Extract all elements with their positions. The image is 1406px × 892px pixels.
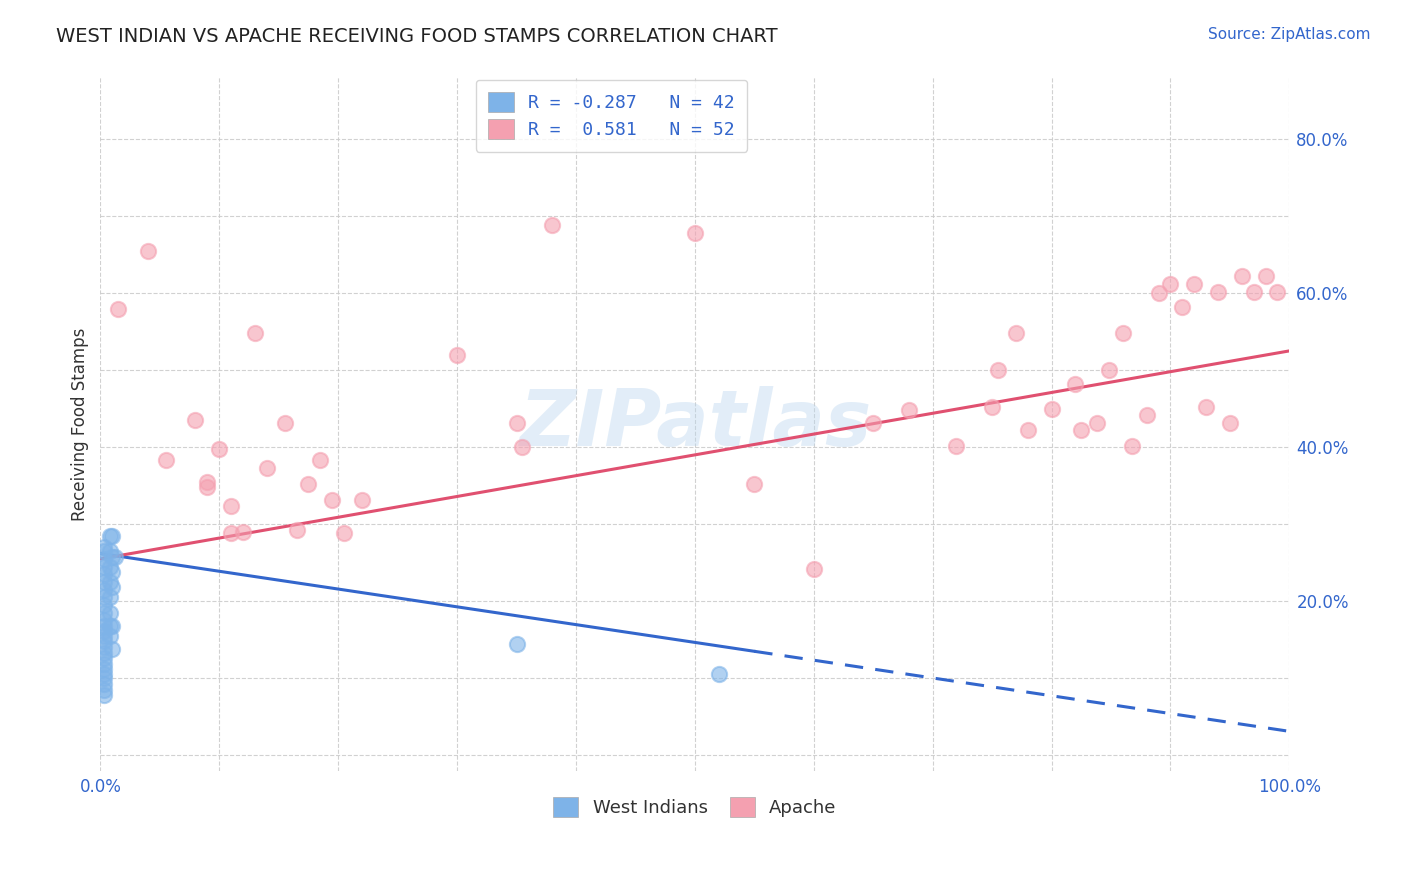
Point: [505, 416, 527, 430]
Point: [93, 677, 115, 691]
Point: [1219, 416, 1241, 430]
Point: [446, 348, 468, 362]
Point: [1182, 277, 1205, 291]
Point: [1098, 363, 1121, 377]
Point: [93, 671, 115, 685]
Point: [98, 544, 121, 558]
Point: [98, 591, 121, 605]
Point: [93, 544, 115, 558]
Point: [256, 461, 278, 475]
Point: [1136, 408, 1159, 422]
Point: [1070, 423, 1092, 437]
Point: [93, 640, 115, 655]
Point: [93, 619, 115, 633]
Point: [107, 301, 129, 316]
Point: [285, 524, 308, 538]
Point: [219, 526, 242, 541]
Point: [93, 574, 115, 589]
Point: [93, 541, 115, 555]
Point: [1147, 286, 1170, 301]
Point: [683, 226, 706, 240]
Point: [897, 403, 920, 417]
Point: [93, 634, 115, 648]
Point: [104, 549, 127, 564]
Point: [93, 646, 115, 660]
Point: [93, 559, 115, 574]
Point: [101, 580, 124, 594]
Point: [98, 619, 121, 633]
Point: [232, 524, 254, 539]
Point: [1159, 277, 1181, 291]
Y-axis label: Receiving Food Stamps: Receiving Food Stamps: [72, 327, 89, 521]
Point: [93, 624, 115, 638]
Point: [707, 667, 730, 681]
Point: [93, 662, 115, 676]
Point: [195, 475, 218, 489]
Point: [321, 492, 343, 507]
Point: [1121, 439, 1143, 453]
Point: [803, 562, 825, 576]
Point: [350, 492, 373, 507]
Point: [93, 591, 115, 605]
Point: [1017, 423, 1039, 437]
Point: [98, 559, 121, 574]
Point: [93, 552, 115, 566]
Point: [101, 529, 124, 543]
Point: [93, 629, 115, 643]
Point: [505, 637, 527, 651]
Point: [243, 326, 266, 341]
Point: [93, 682, 115, 697]
Point: [1195, 400, 1218, 414]
Point: [101, 642, 124, 657]
Point: [93, 567, 115, 582]
Point: [93, 582, 115, 597]
Point: [208, 442, 231, 456]
Point: [93, 598, 115, 612]
Point: [981, 400, 1004, 414]
Text: WEST INDIAN VS APACHE RECEIVING FOOD STAMPS CORRELATION CHART: WEST INDIAN VS APACHE RECEIVING FOOD STA…: [56, 27, 778, 45]
Point: [101, 565, 124, 579]
Point: [219, 500, 242, 514]
Point: [1064, 377, 1087, 392]
Point: [184, 413, 207, 427]
Point: [1085, 416, 1108, 430]
Point: [541, 219, 564, 233]
Point: [136, 244, 159, 258]
Point: [101, 549, 124, 564]
Point: [987, 363, 1010, 377]
Point: [98, 629, 121, 643]
Point: [1267, 285, 1289, 299]
Point: [309, 453, 332, 467]
Point: [1243, 285, 1265, 299]
Point: [742, 477, 765, 491]
Point: [93, 651, 115, 665]
Point: [93, 606, 115, 620]
Point: [93, 688, 115, 702]
Point: [98, 606, 121, 620]
Point: [1005, 326, 1028, 341]
Point: [1040, 401, 1063, 416]
Point: [945, 439, 967, 453]
Point: [98, 574, 121, 589]
Point: [1206, 285, 1229, 299]
Legend: West Indians, Apache: West Indians, Apache: [546, 789, 844, 824]
Point: [93, 666, 115, 681]
Point: [1171, 300, 1194, 314]
Text: ZIPatlas: ZIPatlas: [519, 386, 870, 462]
Point: [93, 614, 115, 628]
Point: [512, 440, 534, 454]
Point: [101, 619, 124, 633]
Point: [333, 526, 356, 541]
Point: [273, 416, 295, 430]
Point: [1254, 269, 1277, 284]
Point: [93, 657, 115, 672]
Text: Source: ZipAtlas.com: Source: ZipAtlas.com: [1208, 27, 1371, 42]
Point: [297, 477, 319, 491]
Point: [195, 480, 218, 494]
Point: [862, 416, 884, 430]
Point: [1112, 326, 1135, 341]
Point: [1230, 269, 1253, 284]
Point: [98, 529, 121, 543]
Point: [155, 453, 177, 467]
